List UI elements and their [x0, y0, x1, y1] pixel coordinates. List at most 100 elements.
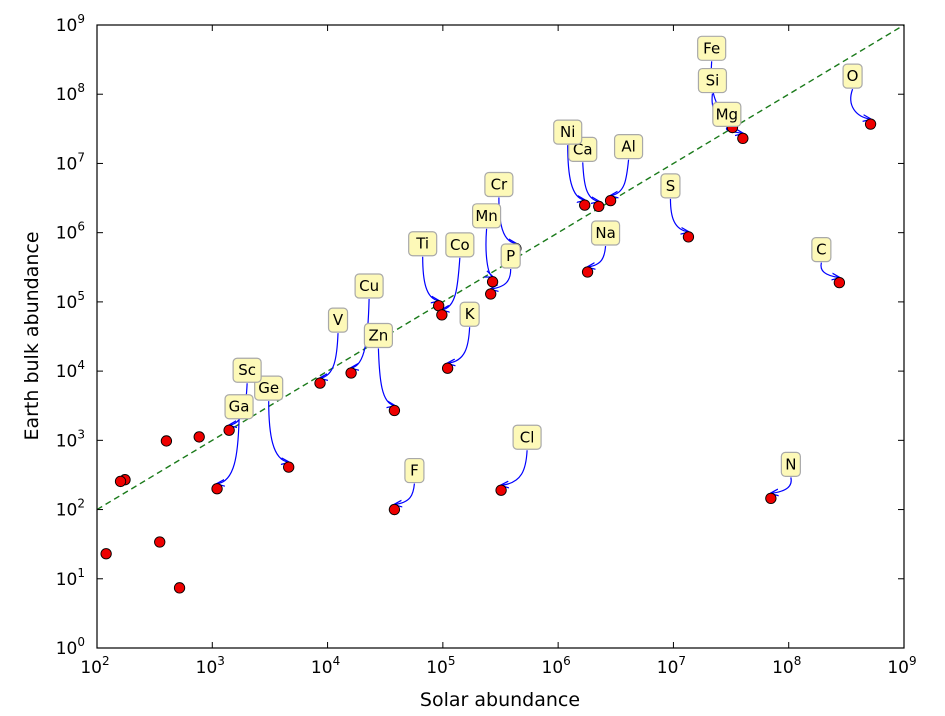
- x-tick-label: 107: [657, 654, 686, 678]
- label-box-fe: [697, 35, 727, 61]
- element-label-sc: Sc: [238, 361, 256, 379]
- label-box-s: [660, 173, 681, 199]
- element-label-v: V: [333, 311, 344, 329]
- data-point-ga: [211, 483, 223, 495]
- data-point-al: [604, 195, 617, 207]
- element-label-fe: Fe: [703, 39, 720, 57]
- annotation-arrow-co: [442, 257, 461, 310]
- element-label-n: N: [785, 455, 796, 473]
- element-label-o: O: [847, 67, 859, 85]
- data-point-ca: [593, 200, 605, 212]
- x-tick-label: 102: [80, 654, 109, 678]
- element-label-mn: Mn: [475, 207, 497, 225]
- data-point-zn: [388, 404, 401, 417]
- label-box-o: [842, 63, 863, 89]
- y-tick-label: 106: [56, 220, 85, 244]
- label-box-si: [697, 67, 728, 94]
- element-label-ti: Ti: [415, 235, 429, 253]
- label-box-na: [590, 220, 621, 246]
- element-label-al: Al: [621, 138, 635, 156]
- y-axis-title: Earth bulk abundance: [21, 231, 43, 440]
- annotation-arrow-o: [850, 88, 871, 119]
- element-label-cu: Cu: [359, 277, 379, 295]
- element-label-s: S: [666, 177, 676, 195]
- label-box-ni: [553, 119, 583, 145]
- data-point-o: [864, 118, 877, 130]
- x-tick-label: 109: [887, 654, 916, 678]
- label-box-p: [500, 243, 521, 269]
- data-point-30: [154, 536, 166, 548]
- annotation-arrow-p: [491, 269, 512, 289]
- element-label-p: P: [506, 247, 515, 265]
- y-tick-label: 109: [56, 12, 85, 36]
- y-tick-label: 102: [56, 497, 85, 521]
- annotation-arrow-ge: [268, 401, 289, 462]
- data-point-c: [833, 276, 846, 289]
- label-box-v: [327, 307, 349, 333]
- element-label-f: F: [410, 462, 419, 480]
- label-box-mn: [471, 203, 502, 229]
- label-box-n: [780, 451, 801, 477]
- annotation-arrow-na: [588, 245, 607, 267]
- annotation-arrow-mn: [486, 228, 493, 277]
- element-label-ca: Ca: [573, 140, 593, 158]
- annotation-arrow-ca: [582, 162, 599, 201]
- annotation-arrow-c: [820, 262, 839, 278]
- annotation-arrow-ni: [567, 145, 585, 200]
- y-tick-label: 104: [56, 358, 85, 382]
- element-label-ni: Ni: [560, 123, 575, 141]
- annotation-arrow-cr: [498, 197, 516, 244]
- x-tick-label: 103: [196, 654, 225, 678]
- data-point-sc: [223, 424, 235, 436]
- annotation-arrow-ti: [422, 256, 439, 301]
- plot-frame: [96, 24, 905, 649]
- y-tick-label: 100: [56, 635, 85, 659]
- annotation-arrow-ga: [217, 419, 240, 484]
- data-point-s: [682, 231, 695, 243]
- data-point-p: [485, 288, 497, 300]
- element-label-si: Si: [706, 72, 720, 90]
- annotation-arrow-s: [669, 198, 688, 232]
- label-box-ti: [408, 231, 438, 257]
- label-box-cu: [354, 273, 384, 299]
- data-point-cl: [495, 484, 507, 496]
- annotation-arrow-al: [611, 159, 630, 196]
- label-box-co: [445, 232, 475, 258]
- annotation-arrow-n: [771, 477, 792, 493]
- annotation-arrow-cu: [351, 298, 370, 368]
- label-box-cr: [484, 171, 514, 198]
- data-point-31: [173, 582, 186, 594]
- annotation-arrow-v: [320, 333, 339, 378]
- x-tick-label: 105: [426, 654, 455, 678]
- y-tick-label: 103: [56, 427, 85, 451]
- label-box-c: [811, 236, 832, 263]
- element-label-na: Na: [595, 224, 615, 242]
- annotation-arrow-zn: [377, 348, 394, 405]
- y-tick-label: 101: [56, 566, 85, 590]
- x-tick-label: 106: [542, 654, 571, 678]
- fit-line: [96, 24, 905, 511]
- element-label-ga: Ga: [229, 398, 250, 416]
- label-box-sc: [232, 357, 262, 383]
- element-label-cl: Cl: [520, 428, 535, 446]
- label-box-mg: [712, 101, 742, 128]
- element-label-c: C: [816, 241, 826, 259]
- label-box-cl: [512, 424, 542, 450]
- x-tick-label: 108: [772, 654, 801, 678]
- data-point-n: [765, 492, 777, 505]
- data-point-k: [441, 362, 454, 374]
- y-tick-label: 108: [56, 81, 85, 105]
- element-label-mg: Mg: [716, 105, 738, 123]
- label-box-ge: [254, 375, 284, 401]
- data-point-ge: [283, 461, 295, 473]
- data-point-ni: [579, 199, 591, 211]
- data-point-cu: [345, 367, 357, 379]
- data-point-mg: [737, 132, 749, 145]
- data-point-f: [388, 503, 401, 516]
- data-point-28: [114, 475, 127, 488]
- label-box-f: [404, 457, 425, 484]
- label-box-ga: [224, 394, 254, 420]
- x-axis-title: Solar abundance: [420, 689, 580, 711]
